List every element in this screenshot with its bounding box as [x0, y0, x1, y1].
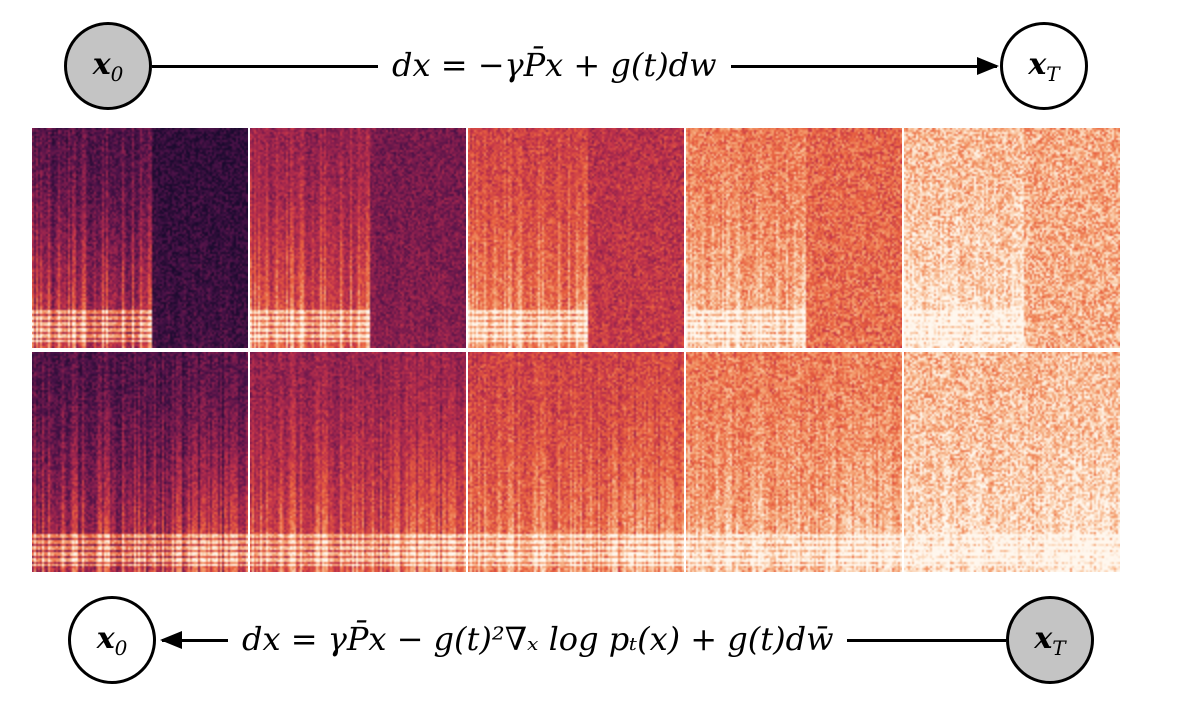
x0-node-bottom: x0: [68, 596, 156, 684]
x0-node-top: x0: [64, 22, 152, 110]
reverse-sde-equation: dx = γP̄x − g(t)²∇ₓ log pₜ(x) + g(t)dw̄: [228, 623, 848, 655]
xT-node-bottom: xT: [1006, 596, 1094, 684]
spectrogram-r1-c3: [468, 128, 684, 348]
spectrogram-r1-c2: [250, 128, 466, 348]
forward-sde-equation: dx = −γP̄x + g(t)dw: [378, 49, 731, 81]
spectrogram-r2-c1: [32, 352, 248, 572]
x0-node-bottom-label: x0: [96, 620, 128, 660]
spectrogram-r2-c3: [468, 352, 684, 572]
spectrogram-r2-c4: [686, 352, 902, 572]
xT-node-top: xT: [1000, 22, 1088, 110]
spectrogram-r1-c1: [32, 128, 248, 348]
spectrogram-r2-c5: [904, 352, 1120, 572]
xT-node-bottom-label: xT: [1034, 620, 1066, 660]
x0-node-top-label: x0: [92, 46, 124, 86]
spectrogram-r1-c4: [686, 128, 902, 348]
spectrogram-r1-c5: [904, 128, 1120, 348]
xT-node-top-label: xT: [1028, 46, 1060, 86]
spectrogram-r2-c2: [250, 352, 466, 572]
